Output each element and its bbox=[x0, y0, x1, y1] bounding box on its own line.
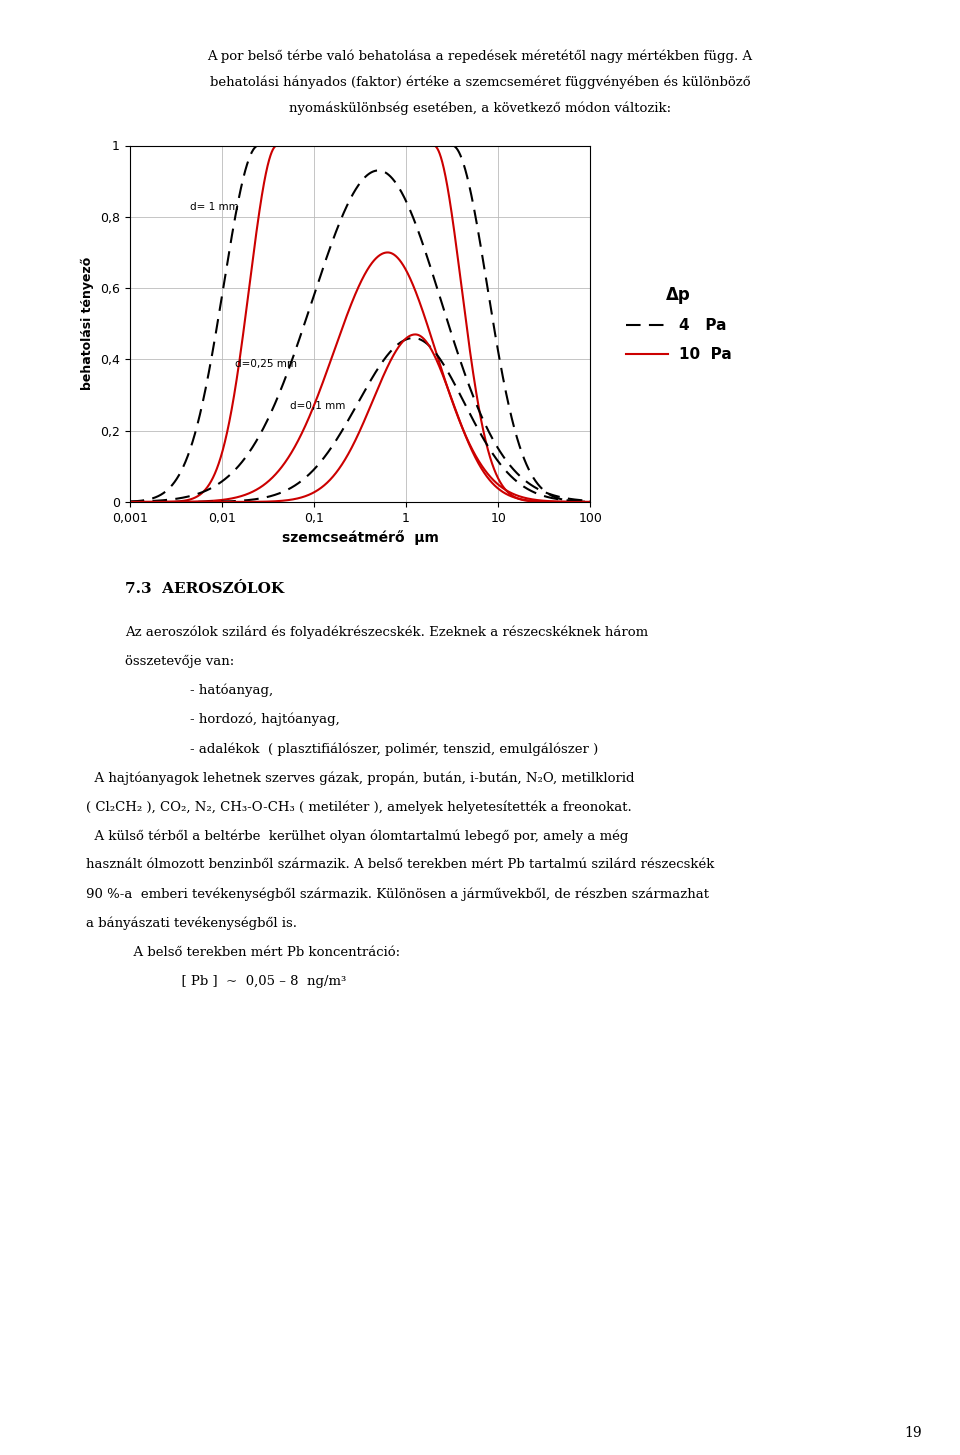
Text: behatolási hányados (faktor) értéke a szemcseméret függvényében és különböző: behatolási hányados (faktor) értéke a sz… bbox=[209, 76, 751, 89]
Text: 19: 19 bbox=[904, 1426, 922, 1440]
Y-axis label: behatolási tényező: behatolási tényező bbox=[82, 258, 94, 390]
Text: összetevője van:: összetevője van: bbox=[125, 655, 234, 668]
Text: [ Pb ]  ~  0,05 – 8  ng/m³: [ Pb ] ~ 0,05 – 8 ng/m³ bbox=[173, 975, 346, 988]
Text: d= 1 mm: d= 1 mm bbox=[190, 202, 238, 211]
Text: d=0,1 mm: d=0,1 mm bbox=[290, 402, 346, 412]
Text: a bányászati tevékenységből is.: a bányászati tevékenységből is. bbox=[86, 917, 298, 930]
Text: - adalékok  ( plasztifiálószer, polimér, tenszid, emulgálószer ): - adalékok ( plasztifiálószer, polimér, … bbox=[173, 742, 598, 755]
Legend: 4   Pa, 10  Pa: 4 Pa, 10 Pa bbox=[620, 281, 737, 367]
Text: Az aeroszólok szilárd és folyadékrészecskék. Ezeknek a részecskéknek három: Az aeroszólok szilárd és folyadékrészecs… bbox=[125, 626, 648, 639]
Text: - hordozó, hajtóanyag,: - hordozó, hajtóanyag, bbox=[173, 713, 340, 726]
Text: - hatóanyag,: - hatóanyag, bbox=[173, 684, 273, 697]
X-axis label: szemcseátmérő  µm: szemcseátmérő µm bbox=[281, 530, 439, 546]
Text: nyomáskülönbség esetében, a következő módon változik:: nyomáskülönbség esetében, a következő mó… bbox=[289, 102, 671, 115]
Text: 7.3  AEROSZÓLOK: 7.3 AEROSZÓLOK bbox=[125, 582, 284, 597]
Text: A belső terekben mért Pb koncentráció:: A belső terekben mért Pb koncentráció: bbox=[125, 946, 400, 959]
Text: A külső térből a beltérbe  kerülhet olyan ólomtartalmú lebegő por, amely a még: A külső térből a beltérbe kerülhet olyan… bbox=[86, 829, 629, 842]
Text: ( Cl₂CH₂ ), CO₂, N₂, CH₃-O-CH₃ ( metiléter ), amelyek helyetesítették a freonoka: ( Cl₂CH₂ ), CO₂, N₂, CH₃-O-CH₃ ( metilét… bbox=[86, 800, 632, 813]
Text: d=0,25 mm: d=0,25 mm bbox=[235, 358, 298, 368]
Text: A por belső térbe való behatolása a repedések méretétől nagy mértékben függ. A: A por belső térbe való behatolása a repe… bbox=[207, 49, 753, 63]
Text: A hajtóanyagok lehetnek szerves gázak, propán, bután, i-bután, N₂O, metilklorid: A hajtóanyagok lehetnek szerves gázak, p… bbox=[86, 771, 635, 784]
Text: 90 %-a  emberi tevékenységből származik. Különösen a járművekből, de részben szá: 90 %-a emberi tevékenységből származik. … bbox=[86, 888, 709, 901]
Text: használt ólmozott benzinből származik. A belső terekben mért Pb tartalmú szilárd: használt ólmozott benzinből származik. A… bbox=[86, 858, 715, 872]
